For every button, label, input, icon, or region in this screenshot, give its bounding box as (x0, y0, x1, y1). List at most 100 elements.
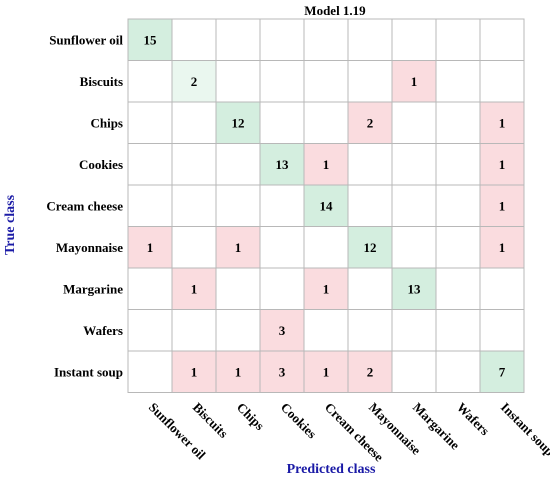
matrix-cell (391, 101, 437, 144)
cell-value: 1 (147, 240, 154, 255)
matrix-cell (171, 226, 217, 269)
matrix-cell (259, 309, 305, 352)
cell-value: 1 (191, 281, 198, 296)
matrix-cell (127, 226, 173, 269)
matrix-cell (347, 226, 393, 269)
row-labels: Sunflower oil Biscuits Chips Cookies Cream c… (46, 32, 123, 379)
column-label: Wafers (454, 400, 493, 439)
matrix-cell (303, 267, 349, 310)
cell-value: 13 (408, 281, 422, 296)
matrix-cell (303, 18, 349, 61)
matrix-cell (435, 350, 481, 393)
matrix-cell (391, 18, 437, 61)
matrix-cell (215, 184, 261, 227)
matrix-cell (435, 226, 481, 269)
cell-value: 2 (367, 364, 374, 379)
cell-value: 12 (232, 115, 245, 130)
matrix-cell (391, 226, 437, 269)
matrix-cell (435, 101, 481, 144)
cell-value: 1 (191, 364, 198, 379)
matrix-cell (347, 267, 393, 310)
matrix-cell (303, 309, 349, 352)
matrix-cell (215, 143, 261, 186)
cell-value: 14 (320, 198, 334, 213)
row-label: Instant soup (54, 364, 123, 379)
matrix-cell (259, 18, 305, 61)
matrix-cell (435, 18, 481, 61)
matrix-cell (259, 350, 305, 393)
matrix-cell (391, 184, 437, 227)
row-label: Sunflower oil (49, 32, 123, 47)
matrix-cell (171, 101, 217, 144)
row-label: Cookies (79, 157, 123, 172)
matrix-cell (479, 267, 525, 310)
x-axis-label: Predicted class (287, 462, 376, 477)
cell-value: 3 (279, 323, 286, 338)
cell-value: 1 (235, 240, 242, 255)
matrix-cell (259, 184, 305, 227)
column-label: Cookies (278, 400, 320, 442)
cell-value: 7 (499, 364, 506, 379)
cell-value: 2 (367, 115, 374, 130)
matrix-cell (215, 18, 261, 61)
matrix-cell (435, 309, 481, 352)
matrix-cell (391, 309, 437, 352)
matrix-cell (479, 60, 525, 103)
cell-value: 2 (191, 74, 198, 89)
matrix-cell (391, 267, 437, 310)
matrix-cell (171, 267, 217, 310)
cell-value: 12 (364, 240, 377, 255)
matrix-cell (127, 18, 173, 61)
matrix-cell (479, 101, 525, 144)
cell-value: 1 (499, 240, 506, 255)
cell-value: 1 (499, 198, 506, 213)
matrix-cell (127, 184, 173, 227)
matrix-cell (347, 18, 393, 61)
matrix-cell (127, 101, 173, 144)
matrix-cell (171, 309, 217, 352)
matrix-cell (259, 60, 305, 103)
matrix-cell (347, 60, 393, 103)
matrix-cell (435, 60, 481, 103)
cell-value: 1 (323, 364, 330, 379)
cell-value: 13 (276, 157, 290, 172)
matrix-cell (435, 143, 481, 186)
matrix-cell (303, 143, 349, 186)
matrix-cell (479, 350, 525, 393)
matrix-cell (215, 350, 261, 393)
matrix-cell (215, 60, 261, 103)
matrix-cell (127, 143, 173, 186)
matrix-cell (259, 101, 305, 144)
matrix-cell (479, 309, 525, 352)
chart-title: Model 1.19 (304, 3, 366, 18)
column-label: Biscuits (190, 400, 231, 441)
matrix-cell (347, 309, 393, 352)
matrix-cell (171, 143, 217, 186)
cell-value: 1 (323, 157, 330, 172)
matrix-cell (435, 267, 481, 310)
matrix-cell (259, 226, 305, 269)
matrix-cell (303, 184, 349, 227)
matrix-cell (391, 350, 437, 393)
matrix-cell (127, 60, 173, 103)
matrix-cell (479, 18, 525, 61)
column-label: Chips (234, 400, 268, 434)
matrix-cell (347, 184, 393, 227)
matrix-cell (127, 267, 173, 310)
cell-value: 1 (411, 74, 418, 89)
row-label: Chips (90, 115, 123, 130)
cell-value: 1 (499, 115, 506, 130)
cell-value: 15 (144, 32, 158, 47)
row-label: Margarine (63, 281, 123, 296)
matrix-cell (391, 143, 437, 186)
cell-value: 1 (499, 157, 506, 172)
matrix-cell (435, 184, 481, 227)
matrix-cell (171, 184, 217, 227)
cell-value: 1 (235, 364, 242, 379)
row-label: Wafers (83, 323, 123, 338)
row-label: Cream cheese (46, 198, 123, 213)
matrix-cell (215, 267, 261, 310)
matrix-cell (127, 350, 173, 393)
matrix-cell (127, 309, 173, 352)
